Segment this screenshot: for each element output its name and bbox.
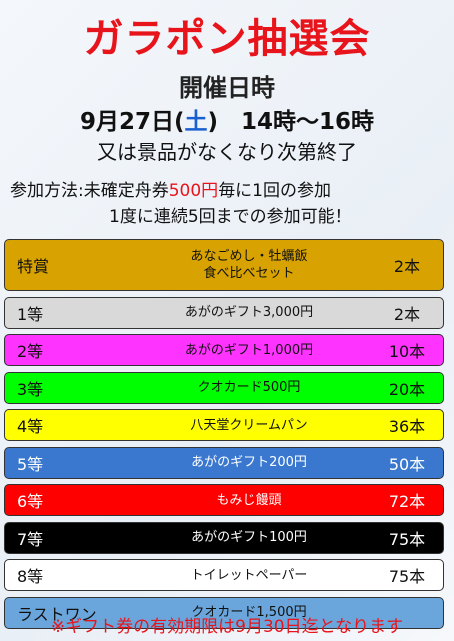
prize-row: 2等 あがのギフト1,000円 10本 [4,334,444,366]
prize-row: 5等 あがのギフト200円 50本 [4,446,444,479]
prize-line: あがのギフト1,000円 [184,342,314,358]
text: 毎に1回の参加 [218,181,332,201]
prize-line: あがのギフト100円 [191,530,307,545]
count: 50本 [388,454,426,474]
rank: 4等 [17,417,44,436]
label: 参加方法: [10,181,84,201]
title: ガラポン抽選会 [83,16,371,62]
rank: 2等 [17,342,44,361]
prize-row: 特賞 あなごめし・牡蠣飯 食べ比べセット 2本 [4,239,444,291]
prize-row: ラストワン クオカード1,500円 [4,596,444,629]
rank: 5等 [17,454,44,474]
prize: トイレットペーパー [127,567,371,584]
rank: ラストワン [17,604,97,624]
price: 500円 [168,181,219,201]
prize: あがのギフト1,000円 [127,342,371,359]
prize-line: クオカード500円 [197,380,301,395]
prize-line: 食べ比べセット [203,266,295,281]
prize: あがのギフト200円 [127,454,371,471]
note: 又は景品がなくなり次第終了 [97,140,357,164]
prize: 八天堂クリームパン [127,417,371,434]
prize-row: 3等 クオカード500円 20本 [4,371,444,404]
prize-line: トイレットペーパー [190,567,308,583]
prize: クオカード1,500円 [127,604,371,621]
footer: ※ギフト券の有効期限は9月30日迄となります [50,617,404,637]
prize: もみじ饅頭 [127,492,371,509]
prize-line: あがのギフト3,000円 [184,305,314,320]
rank: 特賞 [17,257,50,276]
participation: 参加方法:未確定舟券500円毎に1回の参加 [10,176,331,201]
prize-row: 6等 もみじ饅頭 72本 [4,484,444,516]
rank: 3等 [17,379,44,399]
text: 未確定舟券 [83,181,169,201]
date: 9月27日( [79,109,185,135]
prize-row: 8等 トイレットペーパー 75本 [4,559,444,591]
count: 10本 [388,342,426,361]
participation-limit: 1度に連続5回までの参加可能！ [109,207,352,227]
count: 36本 [388,417,426,436]
count: 2本 [393,304,421,324]
time: ) 14時～16時 [207,109,375,135]
prize-list: 特賞 あなごめし・牡蠣飯 食べ比べセット 2本 1等 あがのギフト3,000円 2本 2等 あが… [4,239,444,634]
prize: あがのギフト3,000円 [127,304,371,321]
prize-row: 7等 あがのギフト100円 75本 [4,521,444,554]
prize-line: あがのギフト200円 [191,455,307,470]
count: 75本 [388,567,426,586]
weekday: 土 [184,109,208,135]
prize-row: 4等 八天堂クリームパン 36本 [4,409,444,441]
prize: あなごめし・牡蠣飯 食べ比べセット [127,248,371,282]
rank: 7等 [17,529,44,549]
date-heading: 開催日時 [179,74,275,102]
count: 2本 [393,257,421,276]
count: 20本 [388,379,426,399]
prize-line: もみじ饅頭 [216,492,282,508]
rank: 1等 [17,304,44,324]
rank: 6等 [17,492,44,511]
count: 75本 [388,529,426,549]
prize-line: あなごめし・牡蠣飯 [190,249,308,264]
prize: あがのギフト100円 [127,529,371,546]
rank: 8等 [17,567,44,586]
prize: クオカード500円 [127,379,371,396]
count: 72本 [388,492,426,511]
prize-line: 八天堂クリームパン [190,417,308,433]
date-line: 9月27日(土) 14時～16時 [0,102,454,136]
prize-row: 1等 あがのギフト3,000円 2本 [4,296,444,329]
prize-line: クオカード1,500円 [191,605,307,620]
